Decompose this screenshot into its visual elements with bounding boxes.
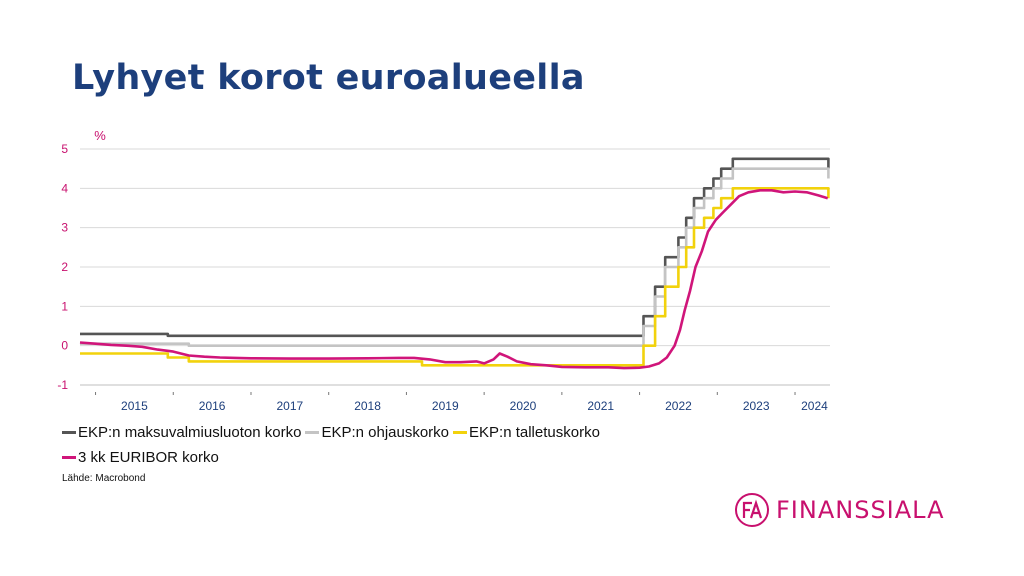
y-tick-label: 2: [61, 260, 68, 274]
series-group: [79, 157, 830, 370]
logo-text: FINANSSIALA: [776, 496, 945, 524]
legend-label: 3 kk EURIBOR korko: [78, 449, 219, 466]
x-tick-label: 2017: [276, 399, 303, 413]
y-unit-label: %: [94, 128, 106, 143]
legend-swatch: [453, 431, 468, 434]
legend-label: EKP:n maksuvalmiusluoton korko: [78, 424, 302, 441]
series-line-1: [80, 167, 830, 347]
legend-swatch: [62, 456, 76, 459]
x-tick-label: 2018: [354, 399, 381, 413]
x-tick-label: 2022: [665, 399, 692, 413]
x-axis: 2015 2016 2017 2018 2019 2020 2021 2022 2023 2024: [80, 384, 830, 413]
legend-label: EKP:n ohjauskorko: [321, 424, 450, 441]
series-line-0: [80, 157, 830, 338]
source-note: Lähde: Macrobond: [62, 473, 146, 484]
y-tick-label: 5: [61, 142, 68, 156]
page-title: Lyhyet korot euroalueella: [72, 58, 585, 98]
series-line-2: [80, 187, 830, 367]
x-tick-label: 2023: [743, 399, 770, 413]
x-tick-label: 2019: [432, 399, 459, 413]
x-tick-label: 2016: [199, 399, 226, 413]
legend-swatch: [62, 431, 76, 434]
legend-item-3: 3 kk EURIBOR korko: [62, 449, 219, 466]
finanssiala-logo: FINANSSIALA: [734, 492, 945, 528]
legend-swatch: [305, 431, 320, 434]
y-tick-label: 1: [61, 299, 68, 313]
x-tick-label: 2021: [587, 399, 614, 413]
legend-label: EKP:n talletuskorko: [469, 424, 600, 441]
y-tick-label: 0: [61, 339, 68, 353]
y-tick-label: 4: [61, 181, 68, 195]
finanssiala-logo-icon: [735, 493, 769, 527]
legend-item-1: EKP:n ohjauskorko: [305, 424, 449, 441]
x-tick-label: 2015: [121, 399, 148, 413]
y-tick-label: 3: [61, 221, 68, 235]
x-tick-label: 2024: [801, 399, 828, 413]
legend: EKP:n maksuvalmiusluoton korko EKP:n ohja…: [62, 424, 722, 466]
legend-item-2: EKP:n talletuskorko: [453, 424, 600, 441]
series-line-3: [79, 189, 829, 370]
legend-item-0: EKP:n maksuvalmiusluoton korko: [62, 424, 301, 441]
y-tick-label: -1: [57, 378, 68, 392]
x-tick-label: 2020: [510, 399, 537, 413]
